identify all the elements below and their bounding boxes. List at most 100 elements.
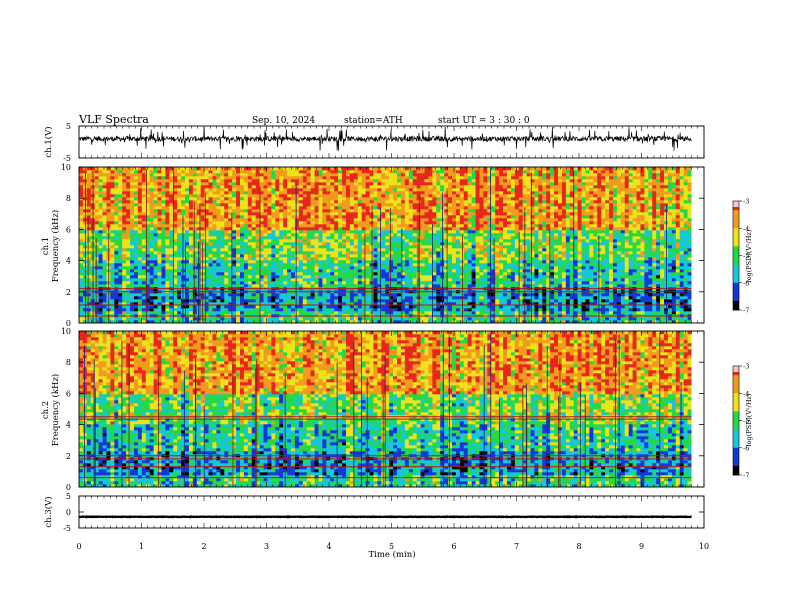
spec-cell xyxy=(345,215,351,219)
spec-cell xyxy=(137,179,143,183)
spec-cell xyxy=(98,293,103,297)
spec-cell xyxy=(153,254,158,258)
spec-cell xyxy=(161,179,166,183)
spec-cell xyxy=(412,197,417,201)
spec-cell xyxy=(224,167,229,171)
spec-cell xyxy=(287,233,292,237)
spec-cell xyxy=(185,170,190,174)
spec-cell xyxy=(145,272,150,276)
spec-cell xyxy=(236,227,241,231)
spec-cell xyxy=(157,245,162,249)
spec-cell xyxy=(255,182,260,186)
spec-cell xyxy=(369,266,374,270)
spec-cell xyxy=(232,188,237,192)
spec-cell xyxy=(412,227,417,231)
spec-cell xyxy=(251,179,256,183)
spec-cell xyxy=(106,200,111,204)
spec-cell xyxy=(102,182,107,186)
spec-cell xyxy=(404,236,410,240)
spec-cell xyxy=(94,236,99,240)
spec-cell xyxy=(287,167,292,171)
spec-cell xyxy=(361,203,366,207)
spec-cell xyxy=(369,197,374,201)
spec-cell xyxy=(412,248,417,252)
spec-cell xyxy=(369,179,374,183)
spec-cell xyxy=(145,200,150,204)
spec-cell xyxy=(255,227,260,231)
spec-cell xyxy=(357,212,362,216)
spec-cell xyxy=(400,308,406,312)
spec-cell xyxy=(279,296,284,300)
spec-cell xyxy=(224,302,229,306)
spec-cell xyxy=(243,311,249,315)
spec-cell xyxy=(200,212,205,216)
spec-cell xyxy=(157,248,162,252)
spec-cell xyxy=(224,206,229,210)
spec-cell xyxy=(420,245,425,249)
spec-cell xyxy=(287,215,292,219)
spec-cell xyxy=(326,296,331,300)
spec-cell xyxy=(149,272,154,276)
spec-cell xyxy=(212,227,217,231)
spec-cell xyxy=(145,215,150,219)
spec-cell xyxy=(94,308,99,312)
spec-cell xyxy=(283,191,288,195)
spec-cell xyxy=(118,293,123,297)
spec-cell xyxy=(153,257,158,261)
spec-cell xyxy=(102,242,107,246)
spec-cell xyxy=(102,293,107,297)
spec-cell xyxy=(345,242,351,246)
spec-cell xyxy=(263,176,268,180)
spec-cell xyxy=(345,317,351,321)
spec-cell xyxy=(345,227,351,231)
spec-cell xyxy=(232,209,237,213)
spec-cell xyxy=(255,296,260,300)
spec-cell xyxy=(145,185,150,189)
spec-cell xyxy=(353,179,359,183)
spec-cell xyxy=(326,230,331,234)
spec-cell xyxy=(400,293,406,297)
spec-cell xyxy=(361,254,366,258)
spec-cell xyxy=(126,248,131,252)
spec-cell xyxy=(330,206,335,210)
spec-cell xyxy=(243,293,249,297)
spec-cell xyxy=(397,281,402,285)
spec-cell xyxy=(153,269,158,273)
spec-cell xyxy=(322,272,327,276)
spec-cell xyxy=(236,167,241,171)
spec-cell xyxy=(357,185,362,189)
spec-cell xyxy=(291,230,296,234)
spec-cell xyxy=(165,188,170,192)
spec-cell xyxy=(338,251,343,255)
spec-cell xyxy=(283,263,288,267)
spec-cell xyxy=(279,236,284,240)
spec-cell xyxy=(318,212,323,216)
spec-cell xyxy=(220,305,225,309)
spec-cell xyxy=(397,284,402,288)
spec-cell xyxy=(291,317,296,321)
spec-cell xyxy=(287,182,292,186)
spec-cell xyxy=(118,320,123,324)
spec-cell xyxy=(310,275,315,279)
spec-cell xyxy=(408,203,414,207)
spec-cell xyxy=(188,179,194,183)
spec-cell xyxy=(263,185,268,189)
spec-cell xyxy=(330,197,335,201)
spec-cell xyxy=(192,260,198,264)
spec-cell xyxy=(338,218,343,222)
spec-cell xyxy=(373,269,378,273)
spec-cell xyxy=(298,275,304,279)
spec-cell xyxy=(377,284,382,288)
spec-cell xyxy=(424,269,429,273)
spec-cell xyxy=(177,182,182,186)
spec-cell xyxy=(385,242,390,246)
spec-cell xyxy=(165,245,170,249)
spec-cell xyxy=(361,245,366,249)
spec-cell xyxy=(334,221,339,225)
spec-cell xyxy=(110,239,115,243)
spec-cell xyxy=(220,203,225,207)
spec-cell xyxy=(302,266,308,270)
spec-cell xyxy=(153,176,158,180)
spec-cell xyxy=(389,257,394,261)
spec-cell xyxy=(86,227,92,231)
